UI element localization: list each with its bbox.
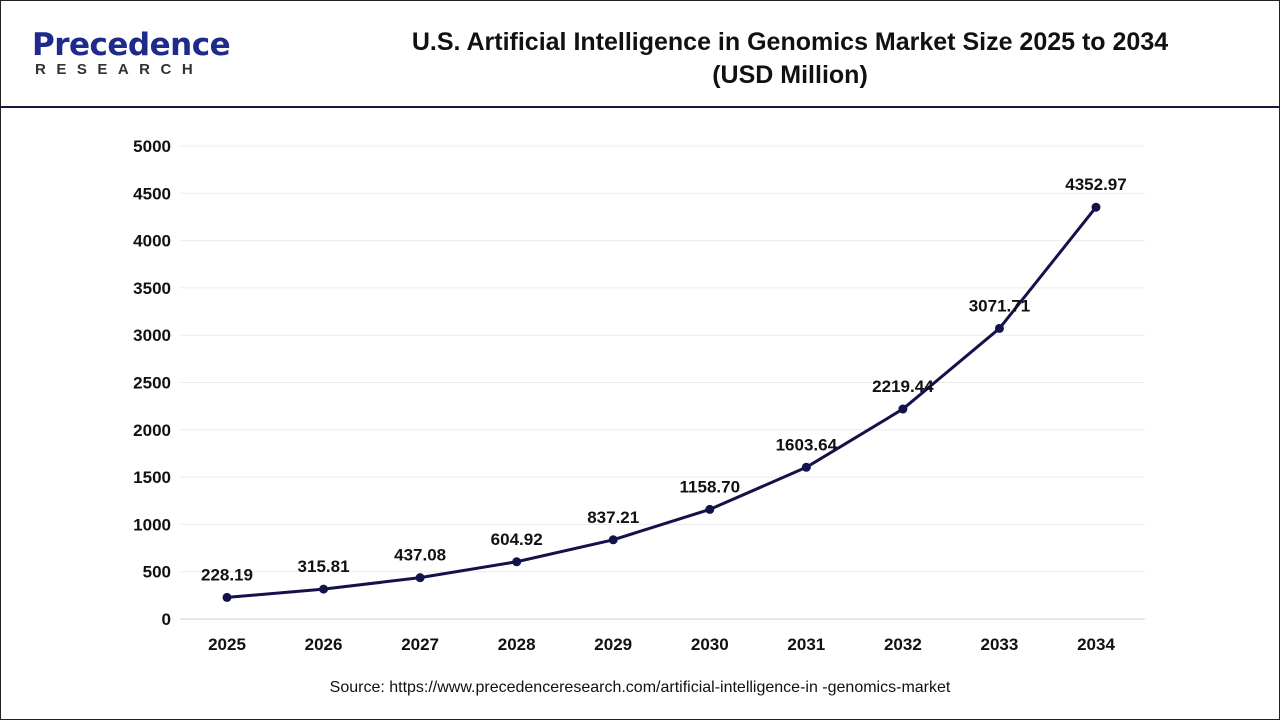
data-point bbox=[801, 462, 811, 472]
data-point bbox=[1091, 202, 1101, 212]
y-tick-label: 4000 bbox=[133, 232, 171, 251]
data-label: 2219.44 bbox=[872, 377, 934, 396]
data-label: 228.19 bbox=[201, 565, 253, 584]
x-tick-label: 2033 bbox=[981, 635, 1019, 654]
y-tick-label: 5000 bbox=[133, 137, 171, 156]
y-tick-label: 2000 bbox=[133, 421, 171, 440]
x-tick-label: 2026 bbox=[305, 635, 343, 654]
series-line bbox=[226, 206, 1098, 599]
x-tick-label: 2030 bbox=[691, 635, 729, 654]
data-point bbox=[898, 404, 908, 414]
logo-main-text: Precedence bbox=[32, 27, 231, 63]
x-tick-label: 2032 bbox=[884, 635, 922, 654]
logo-sub-text: RESEARCH bbox=[35, 61, 204, 78]
data-label: 1603.64 bbox=[776, 435, 838, 454]
header: Precedence RESEARCH U.S. Artificial Inte… bbox=[0, 0, 1280, 108]
source-text: Source: https://www.precedenceresearch.c… bbox=[329, 679, 951, 696]
x-tick-label: 2031 bbox=[787, 635, 825, 654]
x-tick-label: 2034 bbox=[1077, 635, 1115, 654]
precedence-research-logo: Precedence RESEARCH bbox=[32, 27, 231, 78]
data-point bbox=[512, 557, 522, 567]
data-label: 437.08 bbox=[394, 546, 446, 565]
data-label: 3071.71 bbox=[969, 296, 1030, 315]
y-tick-label: 1000 bbox=[133, 515, 171, 534]
y-tick-label: 4500 bbox=[133, 184, 171, 203]
data-point bbox=[222, 592, 232, 602]
data-point bbox=[608, 535, 618, 545]
data-label: 1158.70 bbox=[680, 477, 741, 496]
y-tick-label: 1500 bbox=[133, 468, 171, 487]
data-point bbox=[705, 504, 715, 514]
data-label: 4352.97 bbox=[1065, 175, 1126, 194]
data-label: 604.92 bbox=[491, 530, 543, 549]
data-point bbox=[415, 573, 425, 583]
x-tick-label: 2028 bbox=[498, 635, 536, 654]
data-point bbox=[319, 584, 329, 594]
data-label: 315.81 bbox=[298, 557, 350, 576]
y-tick-label: 2500 bbox=[133, 374, 171, 393]
title-line-2: (USD Million) bbox=[712, 61, 868, 89]
x-tick-label: 2027 bbox=[401, 635, 439, 654]
data-label: 837.21 bbox=[587, 508, 639, 527]
title-line-1: U.S. Artificial Intelligence in Genomics… bbox=[411, 28, 1169, 56]
y-tick-label: 3500 bbox=[133, 279, 171, 298]
y-tick-label: 0 bbox=[162, 610, 171, 629]
x-tick-label: 2029 bbox=[594, 635, 632, 654]
x-tick-label: 2025 bbox=[208, 635, 246, 654]
data-point bbox=[994, 323, 1004, 333]
chart-title: U.S. Artificial Intelligence in Genomics… bbox=[290, 26, 1280, 92]
y-tick-label: 500 bbox=[143, 563, 171, 582]
y-tick-label: 3000 bbox=[133, 326, 171, 345]
